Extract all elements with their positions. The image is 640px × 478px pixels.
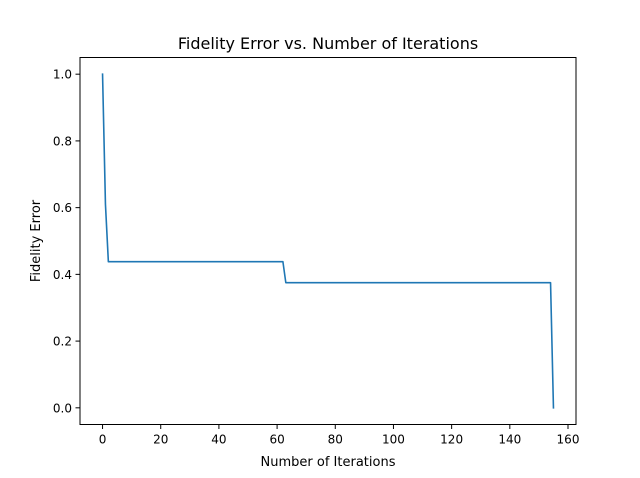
y-axis: 0.0 0.2 0.4 0.6 0.8 1.0 [53,68,80,415]
x-tick-label: 20 [153,433,168,447]
chart-title: Fidelity Error vs. Number of Iterations [178,34,478,53]
plot-frame [79,57,577,425]
y-tick-label: 0.2 [53,335,72,349]
x-tick-label: 80 [328,433,343,447]
y-tick-label: 0.8 [53,134,72,148]
y-tick-label: 0.4 [53,268,72,282]
x-tick-label: 100 [382,433,405,447]
x-tick-label: 60 [269,433,284,447]
x-tick-label: 160 [557,433,580,447]
x-tick-label: 120 [440,433,463,447]
y-tick-label: 0.6 [53,201,72,215]
series-line-0 [101,73,555,409]
x-axis-label: Number of Iterations [261,455,396,470]
x-tick-label: 0 [99,433,107,447]
x-tick-label: 40 [211,433,226,447]
y-tick-label: 1.0 [53,68,72,82]
y-tick-label: 0.0 [53,401,72,415]
x-axis: 0 20 40 60 80 100 120 140 160 [99,424,580,447]
x-tick-label: 140 [498,433,521,447]
y-axis-label: Fidelity Error [29,199,44,282]
series-layer [101,73,555,409]
